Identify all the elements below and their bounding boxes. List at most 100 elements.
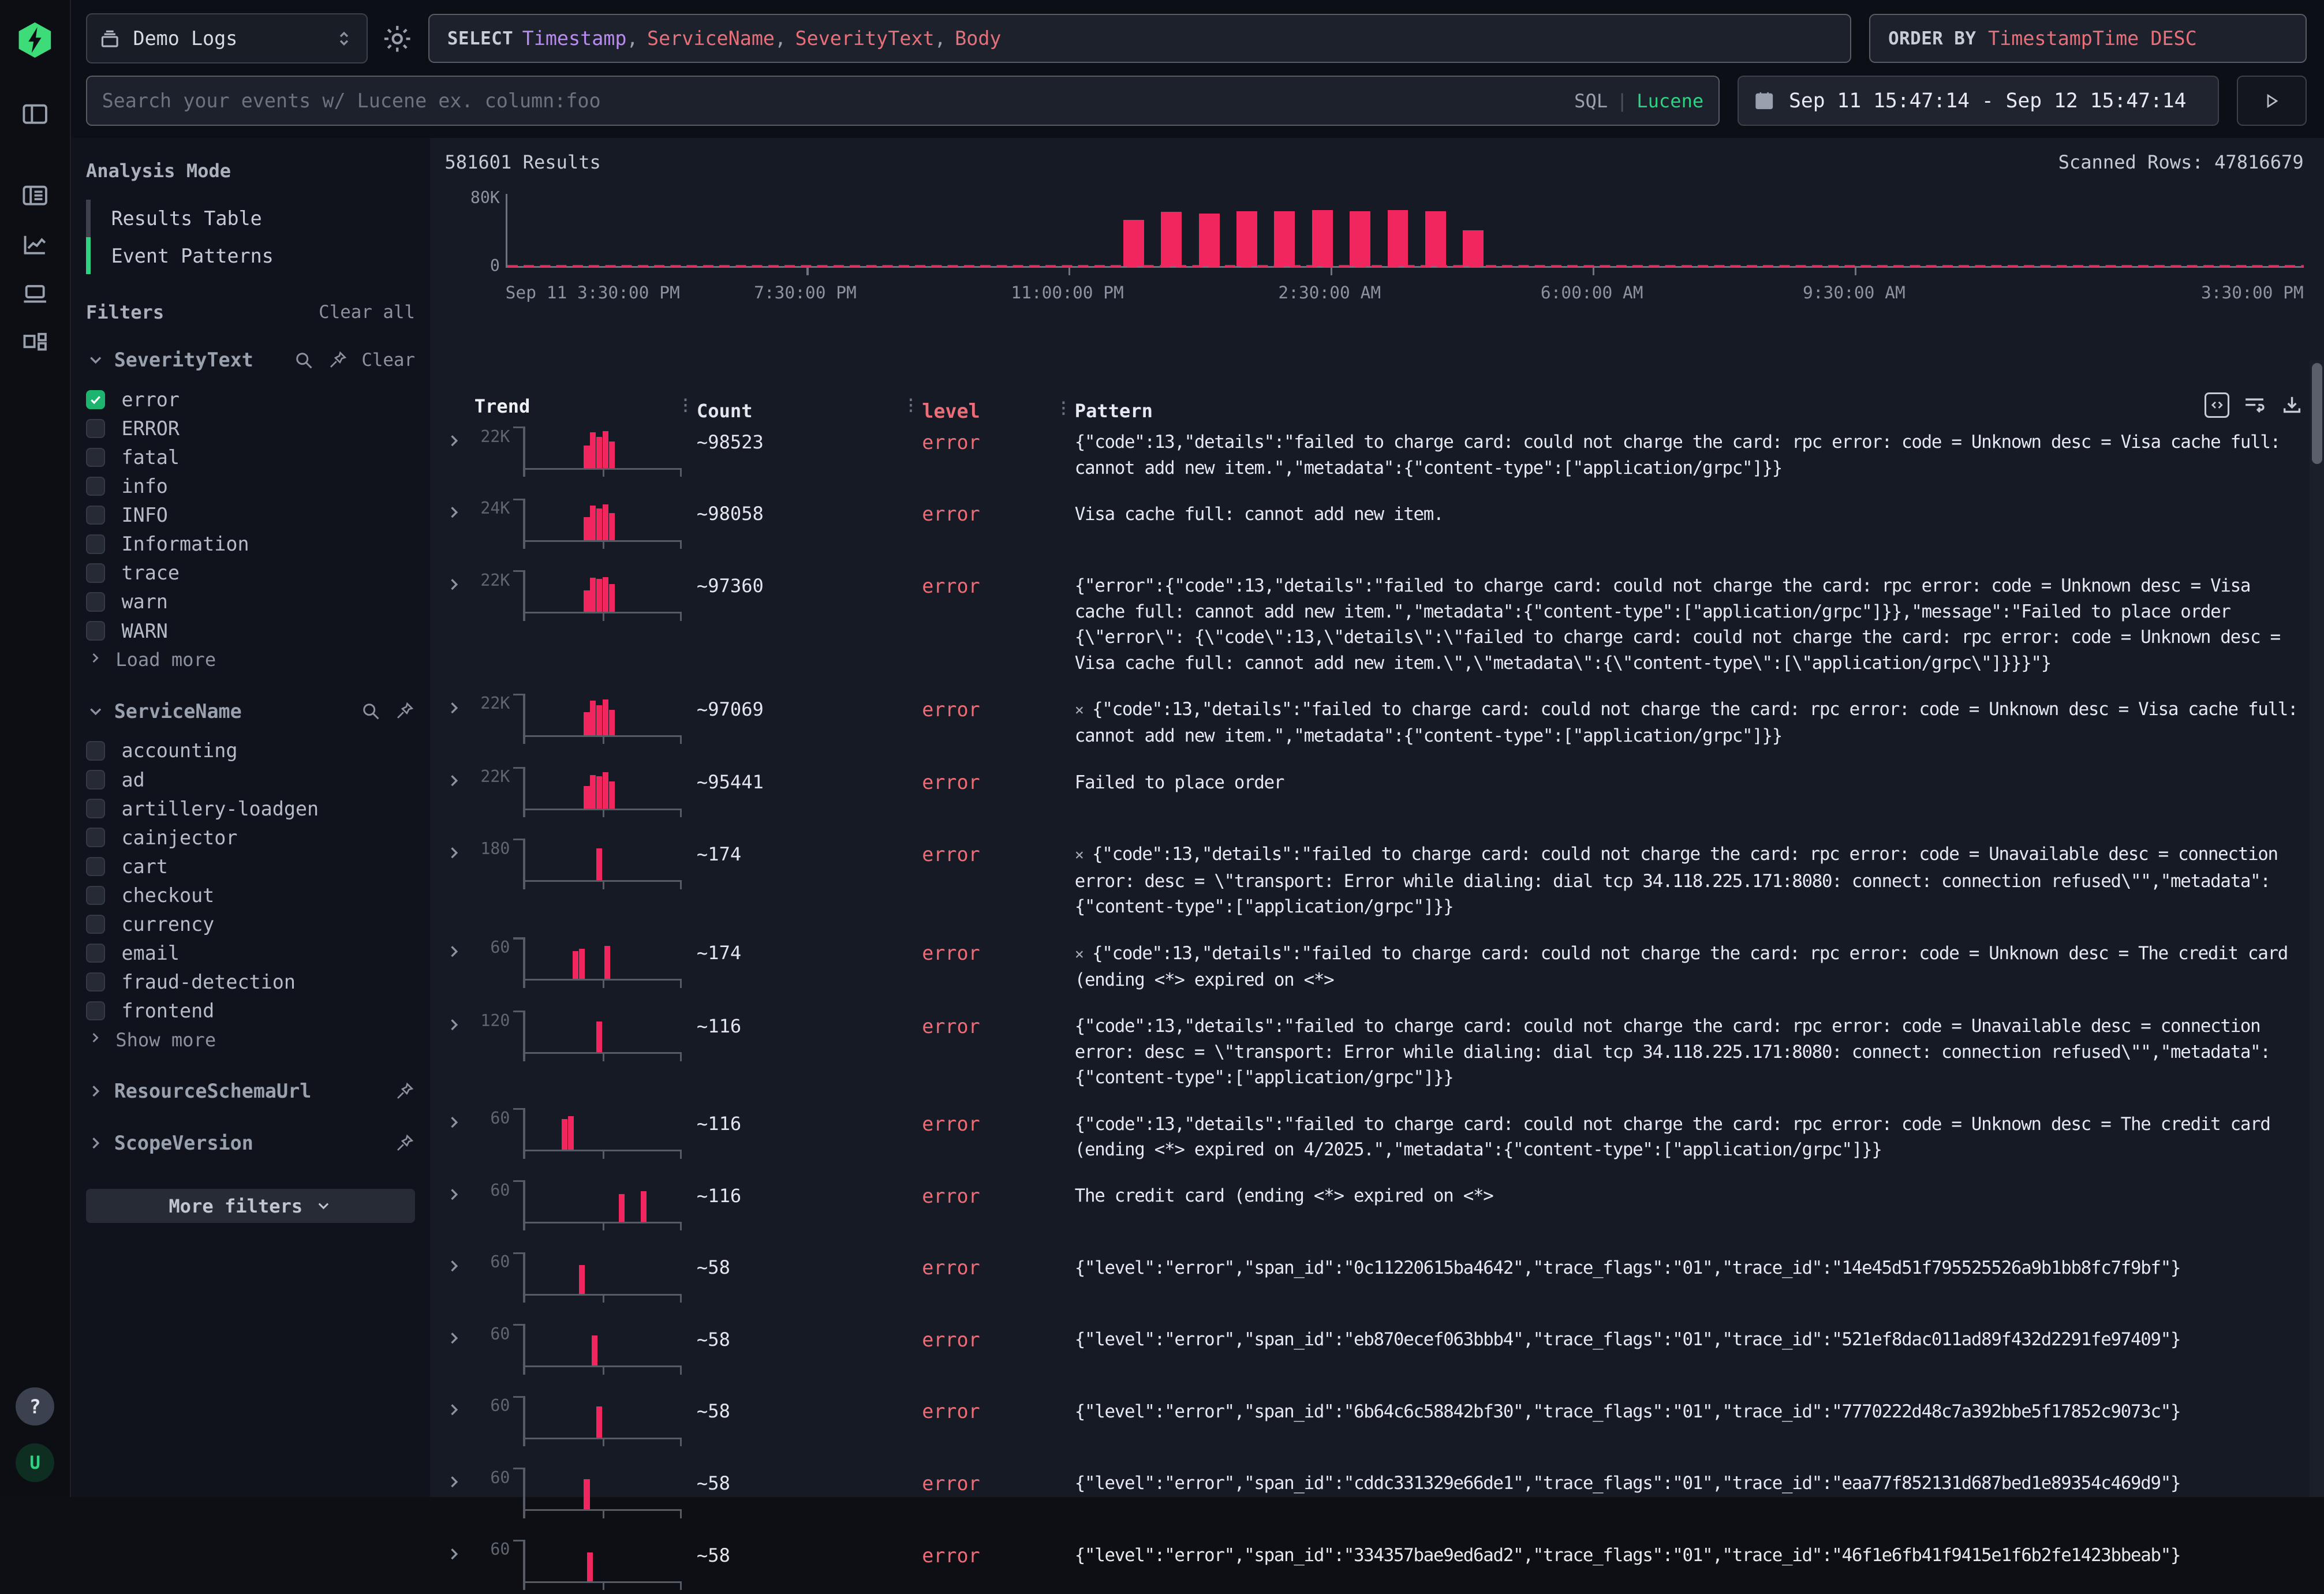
checkbox[interactable] — [86, 915, 105, 934]
mode-lucene[interactable]: Lucene — [1636, 90, 1703, 112]
column-header-trend[interactable]: Trend — [474, 395, 697, 417]
load-more-button[interactable]: Show more — [86, 1026, 415, 1054]
filter-option-currency[interactable]: currency — [86, 910, 415, 938]
pattern-text[interactable]: ×{"code":13,"details":"failed to charge … — [1075, 694, 2304, 749]
column-header-level[interactable]: ⋮level — [922, 395, 1075, 422]
pattern-text[interactable]: {"level":"error","span_id":"0c11220615ba… — [1075, 1252, 2304, 1281]
histogram-bar[interactable] — [1463, 230, 1484, 267]
row-expander[interactable] — [444, 1324, 474, 1348]
help-button[interactable]: ? — [16, 1387, 54, 1426]
column-grip-icon[interactable]: ⋮ — [1055, 395, 1071, 421]
filter-option-Information[interactable]: Information — [86, 530, 415, 559]
source-select[interactable]: Demo Logs — [86, 13, 368, 63]
pattern-text[interactable]: {"error":{"code":13,"details":"failed to… — [1075, 570, 2304, 676]
column-grip-icon[interactable]: ⋮ — [903, 395, 919, 414]
search-icon[interactable] — [293, 350, 314, 371]
row-expander[interactable] — [444, 1252, 474, 1277]
analysis-mode-item-results-table[interactable]: Results Table — [86, 200, 415, 237]
filter-group-header[interactable]: ResourceSchemaUrl — [86, 1076, 415, 1106]
filter-option-cainjector[interactable]: cainjector — [86, 823, 415, 852]
filter-option-cart[interactable]: cart — [86, 852, 415, 881]
dismiss-x-icon[interactable]: × — [1075, 945, 1083, 963]
analysis-mode-item-event-patterns[interactable]: Event Patterns — [86, 237, 415, 275]
pattern-row[interactable]: 22K~97069error×{"code":13,"details":"fai… — [444, 694, 2303, 749]
pattern-row[interactable]: 24K~98058errorVisa cache full: cannot ad… — [444, 499, 2303, 553]
dismiss-x-icon[interactable]: × — [1075, 701, 1083, 719]
filter-option-WARN[interactable]: WARN — [86, 616, 415, 645]
filter-option-email[interactable]: email — [86, 938, 415, 967]
pattern-text[interactable]: Visa cache full: cannot add new item. — [1075, 499, 2304, 527]
load-more-button[interactable]: Load more — [86, 645, 415, 674]
row-expander[interactable] — [444, 1108, 474, 1132]
filter-option-frontend[interactable]: frontend — [86, 997, 415, 1026]
checkbox[interactable] — [86, 886, 105, 905]
pattern-text[interactable]: {"level":"error","span_id":"eb870ecef063… — [1075, 1324, 2304, 1353]
histogram-bar[interactable] — [1236, 211, 1257, 267]
pattern-text[interactable]: {"level":"error","span_id":"cddc331329e6… — [1075, 1468, 2304, 1496]
filter-option-ERROR[interactable]: ERROR — [86, 414, 415, 443]
chart-explorer-icon[interactable] — [18, 228, 51, 260]
checkbox[interactable] — [86, 448, 105, 467]
text-wrap-icon[interactable] — [2243, 393, 2266, 417]
gear-icon[interactable] — [381, 23, 413, 55]
pattern-row[interactable]: 180~174error×{"code":13,"details":"faile… — [444, 839, 2303, 919]
select-columns-input[interactable]: SELECT Timestamp,ServiceName,SeverityTex… — [428, 14, 1851, 63]
row-expander[interactable] — [444, 1396, 474, 1420]
row-expander[interactable] — [444, 937, 474, 961]
pin-icon[interactable] — [394, 701, 415, 721]
pattern-row[interactable]: 22K~98523error{"code":13,"details":"fail… — [444, 426, 2303, 481]
pattern-text[interactable]: {"code":13,"details":"failed to charge c… — [1075, 1108, 2304, 1162]
column-header-pattern[interactable]: ⋮Pattern — [1075, 395, 2304, 424]
checkbox[interactable] — [86, 592, 105, 611]
pattern-row[interactable]: 60~116error{"code":13,"details":"failed … — [444, 1108, 2303, 1162]
checkbox[interactable] — [86, 972, 105, 991]
checkbox[interactable] — [86, 563, 105, 582]
checkbox[interactable] — [86, 857, 105, 876]
row-expander[interactable] — [444, 1180, 474, 1204]
pattern-row[interactable]: 60~116errorThe credit card (ending <*> e… — [444, 1180, 2303, 1234]
checkbox[interactable] — [86, 477, 105, 496]
pattern-row[interactable]: 60~58error{"level":"error","span_id":"eb… — [444, 1324, 2303, 1378]
filter-option-checkout[interactable]: checkout — [86, 881, 415, 910]
time-range-picker[interactable]: Sep 11 15:47:14 - Sep 12 15:47:14 — [1738, 76, 2220, 126]
clear-all-button[interactable]: Clear all — [319, 302, 415, 323]
pattern-row[interactable]: 60~58error{"level":"error","span_id":"6b… — [444, 1396, 2303, 1450]
pin-icon[interactable] — [327, 350, 348, 371]
hyperdx-logo-icon[interactable] — [16, 21, 54, 59]
filter-option-artillery-loadgen[interactable]: artillery-loadgen — [86, 794, 415, 823]
pattern-text[interactable]: {"code":13,"details":"failed to charge c… — [1075, 426, 2304, 481]
sidebar-toggle-icon[interactable] — [18, 98, 51, 130]
more-filters-button[interactable]: More filters — [86, 1189, 415, 1223]
filter-option-info[interactable]: info — [86, 472, 415, 501]
filter-option-INFO[interactable]: INFO — [86, 501, 415, 530]
filter-group-name[interactable]: ResourceSchemaUrl — [114, 1080, 381, 1102]
pin-icon[interactable] — [394, 1133, 415, 1154]
dismiss-x-icon[interactable]: × — [1075, 846, 1083, 864]
row-expander[interactable] — [444, 499, 474, 523]
row-expander[interactable] — [444, 767, 474, 791]
search-input[interactable] — [102, 89, 1563, 112]
row-expander[interactable] — [444, 426, 474, 451]
pattern-row[interactable]: 120~116error{"code":13,"details":"failed… — [444, 1011, 2303, 1090]
row-expander[interactable] — [444, 1468, 474, 1492]
histogram-bar[interactable] — [1199, 214, 1220, 266]
pattern-text[interactable]: Failed to place order — [1075, 767, 2304, 796]
filter-option-error[interactable]: error — [86, 385, 415, 414]
sessions-icon[interactable] — [18, 277, 51, 309]
row-expander[interactable] — [444, 1011, 474, 1035]
histogram-plot[interactable]: 80K 0 — [506, 194, 2304, 268]
download-icon[interactable] — [2280, 393, 2304, 417]
filter-group-name[interactable]: ServiceName — [114, 700, 347, 723]
filter-group-header[interactable]: SeverityTextClear — [86, 345, 415, 375]
pattern-row[interactable]: 60~58error{"level":"error","span_id":"0c… — [444, 1252, 2303, 1307]
order-by-input[interactable]: ORDER BY TimestampTime DESC — [1869, 14, 2307, 63]
histogram-bar[interactable] — [1350, 211, 1370, 267]
checkbox[interactable] — [86, 741, 105, 760]
filter-option-ad[interactable]: ad — [86, 765, 415, 794]
filter-option-accounting[interactable]: accounting — [86, 736, 415, 765]
pin-icon[interactable] — [394, 1081, 415, 1102]
pattern-row[interactable]: 60~58error{"level":"error","span_id":"33… — [444, 1540, 2303, 1594]
row-expander[interactable] — [444, 839, 474, 863]
pattern-text[interactable]: ×{"code":13,"details":"failed to charge … — [1075, 937, 2304, 993]
checkbox[interactable] — [86, 828, 105, 847]
